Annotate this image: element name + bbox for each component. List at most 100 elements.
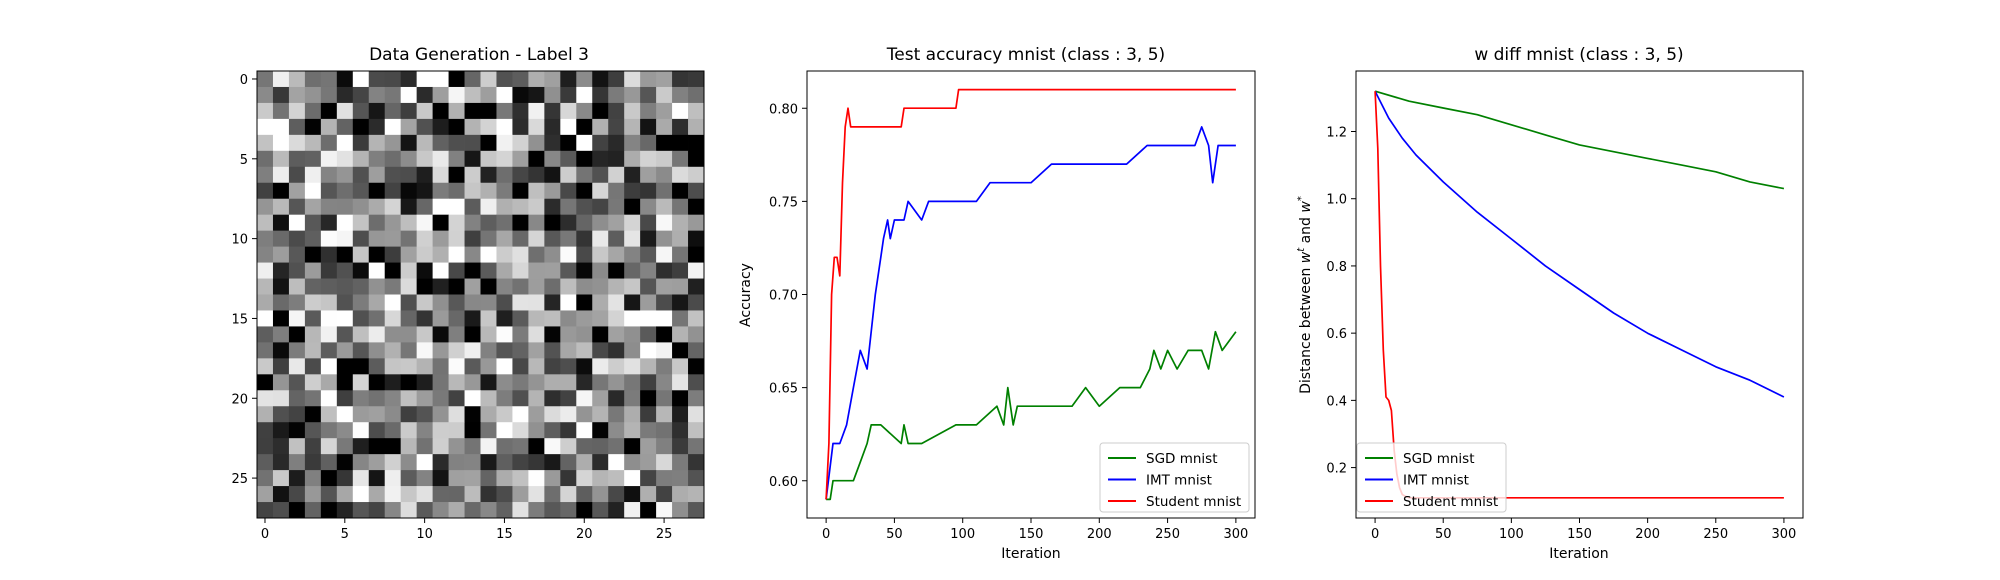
heatmap-cell	[432, 326, 449, 343]
heatmap-y-tick-label: 15	[231, 312, 248, 327]
x-tick-label: 250	[1703, 527, 1728, 542]
heatmap-cell	[368, 310, 386, 327]
heatmap-cell	[496, 182, 513, 200]
heatmap-cell	[576, 374, 593, 391]
heatmap-cell	[464, 102, 481, 120]
heatmap-cell	[400, 262, 418, 279]
heatmap-cell	[480, 102, 497, 120]
heatmap-cell	[352, 470, 370, 487]
heatmap-cell	[672, 166, 689, 184]
heatmap-cell	[624, 166, 641, 184]
heatmap-cell	[592, 342, 609, 359]
heatmap-cell	[272, 150, 290, 168]
heatmap-cell	[688, 134, 705, 152]
wdiff-frame	[1355, 70, 1804, 519]
heatmap-cell	[464, 502, 481, 519]
heatmap-cell	[656, 182, 673, 200]
heatmap-cell	[320, 71, 338, 88]
heatmap-cell	[512, 214, 529, 232]
heatmap-cell	[560, 102, 577, 120]
heatmap-cell	[688, 422, 705, 439]
heatmap-cell	[688, 502, 705, 519]
heatmap-cell	[272, 134, 290, 152]
heatmap-cell	[576, 486, 593, 503]
heatmap-cell	[304, 134, 322, 152]
heatmap-cell	[304, 86, 322, 104]
heatmap-cell	[432, 406, 449, 423]
heatmap-cell	[336, 71, 354, 88]
heatmap-cell	[257, 230, 274, 247]
heatmap-cell	[608, 198, 625, 216]
wdiff-ylabel-part: t	[1296, 247, 1307, 252]
heatmap-cell	[560, 470, 577, 487]
heatmap-cell	[352, 406, 370, 423]
heatmap-cell	[624, 342, 641, 359]
heatmap-cell	[592, 358, 609, 375]
heatmap-cell	[624, 406, 641, 423]
heatmap-cell	[400, 358, 418, 375]
wdiff-panel: w diff mnist (class : 3, 5) 0 50 100 150 200…	[1296, 45, 1804, 562]
heatmap-cell	[352, 118, 370, 136]
heatmap-cell	[640, 486, 657, 503]
heatmap-cell	[320, 278, 338, 295]
heatmap-cell	[496, 118, 513, 136]
heatmap-cell	[384, 470, 402, 487]
heatmap-cell	[512, 470, 529, 487]
wdiff-ticks: 0 50 100 150 200 250 300 0.2 0.4 0.6 0.8 1.0 1.2	[1326, 125, 1796, 542]
y-tick-label: 0.65	[769, 382, 798, 397]
heatmap-cell	[672, 390, 689, 407]
heatmap-cell	[512, 502, 529, 519]
heatmap-cell	[480, 342, 497, 359]
heatmap-cell	[672, 214, 689, 232]
legend-frame	[1099, 442, 1250, 513]
heatmap-cell	[416, 71, 433, 88]
heatmap-cell	[336, 182, 354, 200]
heatmap-cell	[272, 406, 290, 423]
heatmap-cell	[336, 86, 354, 104]
heatmap-cell	[304, 294, 322, 311]
heatmap-cell	[257, 166, 274, 184]
heatmap-cell	[416, 390, 433, 407]
heatmap-cell	[336, 230, 354, 247]
heatmap-cell	[288, 294, 306, 311]
heatmap-cell	[320, 422, 338, 439]
heatmap-cell	[368, 326, 386, 343]
heatmap-cell	[448, 230, 465, 247]
heatmap-cell	[336, 310, 354, 327]
wdiff-title: w diff mnist (class : 3, 5)	[1474, 45, 1683, 65]
heatmap-cell	[560, 438, 577, 455]
heatmap-cell	[496, 262, 513, 279]
heatmap-cell	[272, 198, 290, 216]
heatmap-cell	[416, 294, 433, 311]
heatmap-cell	[640, 342, 657, 359]
heatmap-cell	[624, 102, 641, 120]
heatmap-cell	[480, 182, 497, 200]
heatmap-cell	[592, 118, 609, 136]
heatmap-cell	[336, 454, 354, 471]
heatmap-cell	[528, 454, 545, 471]
heatmap-cell	[544, 486, 561, 503]
heatmap-cell	[480, 278, 497, 295]
heatmap-cell	[544, 71, 561, 88]
heatmap-cell	[257, 294, 274, 311]
heatmap-cell	[528, 502, 545, 519]
heatmap-cell	[384, 198, 402, 216]
heatmap-cell	[576, 150, 593, 168]
heatmap-cell	[320, 454, 338, 471]
heatmap-cell	[576, 390, 593, 407]
heatmap-cell	[496, 438, 513, 455]
heatmap-cell	[672, 246, 689, 263]
heatmap-cell	[608, 406, 625, 423]
heatmap-cell	[432, 358, 449, 375]
heatmap-cell	[496, 486, 513, 503]
heatmap-cell	[544, 230, 561, 247]
heatmap-cell	[592, 454, 609, 471]
heatmap-cell	[528, 166, 545, 184]
heatmap-cell	[592, 502, 609, 519]
heatmap-cell	[512, 294, 529, 311]
legend-label: SGD mnist	[1146, 451, 1218, 467]
heatmap-cell	[257, 486, 274, 503]
heatmap-cell	[688, 406, 705, 423]
heatmap-cell	[480, 358, 497, 375]
heatmap-cell	[640, 134, 657, 152]
